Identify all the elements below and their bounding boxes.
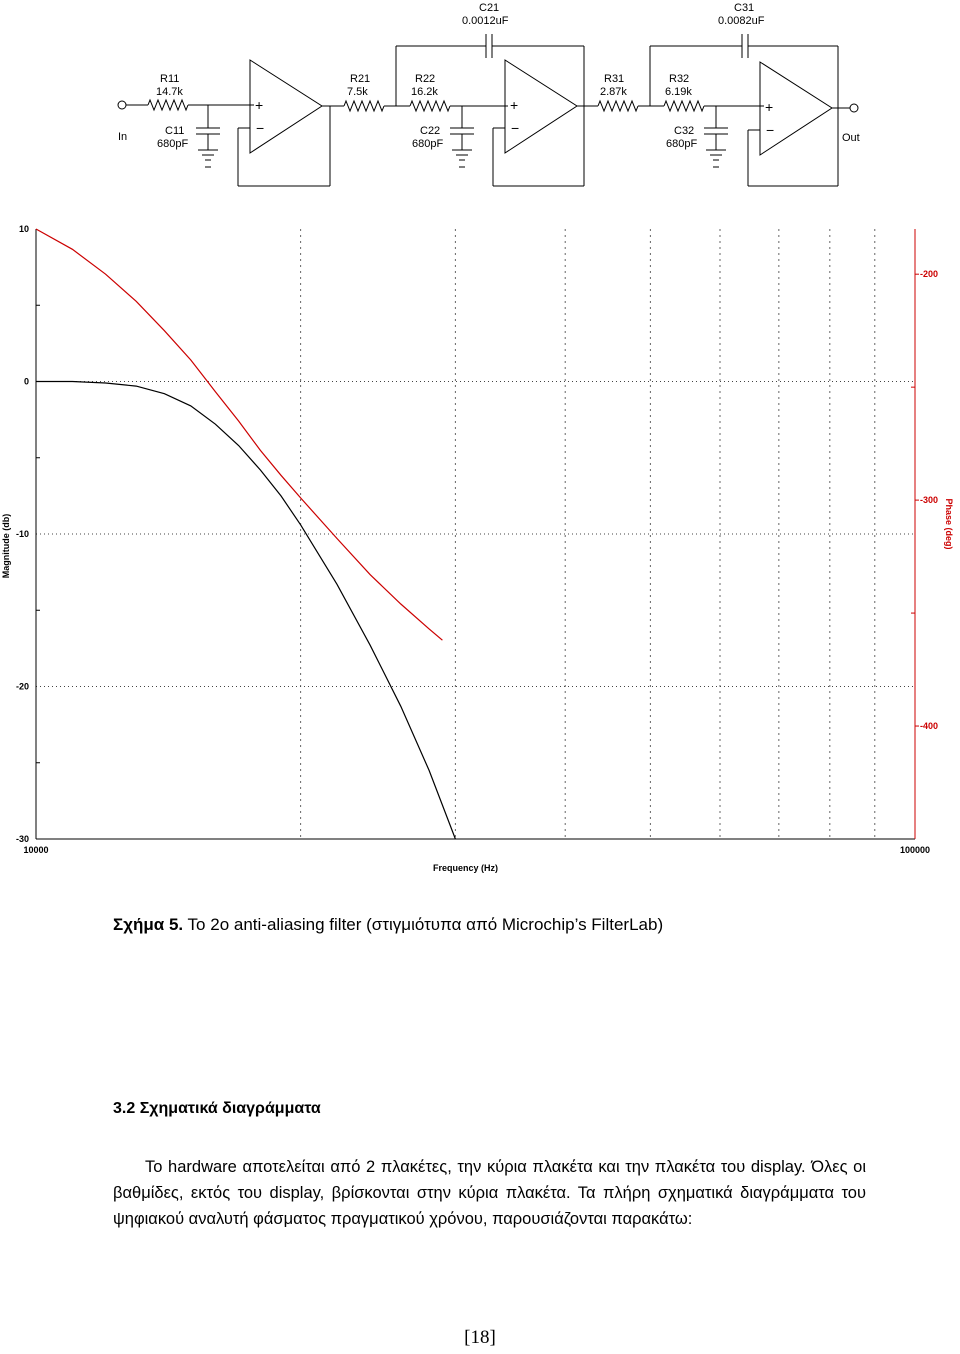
y-tick-label: 0 [24, 377, 29, 387]
r31-name: R31 [604, 73, 624, 85]
y-tick-label: -30 [16, 834, 29, 844]
resistor-r31 [597, 99, 639, 113]
opamp-1 [249, 59, 323, 154]
figure-caption-text: Το 2ο anti-aliasing filter (στιγμιότυπα … [183, 915, 664, 934]
chart-series [35, 228, 456, 840]
y-tick-label: -10 [16, 529, 29, 539]
resistor-r22 [409, 99, 451, 113]
opamp2-minus-sign: − [511, 120, 519, 136]
frequency-response-chart: 10 0 -10 -20 -30 -200 -300 -400 10000 100000 Frequ… [1, 224, 954, 873]
section-heading: 3.2 Σχηματικά διαγράμματα [113, 1100, 321, 1117]
x-axis-title: Frequency (Hz) [433, 863, 498, 873]
r22-name: R22 [415, 73, 435, 85]
opamp1-plus-sign: + [255, 97, 263, 113]
figure-caption-label: Σχήμα 5. [113, 915, 184, 934]
r32-value: 6.19k [665, 86, 692, 98]
r11-value: 14.7k [156, 86, 183, 98]
c21-value: 0.0012uF [462, 15, 509, 27]
y-tick-label: -20 [16, 682, 29, 692]
opamp1-minus-sign: − [256, 120, 264, 136]
y2-tick-label: -300 [920, 495, 938, 505]
c31-value: 0.0082uF [718, 15, 765, 27]
magnitude-curve [36, 380, 456, 840]
r32-name: R32 [669, 73, 689, 85]
section-paragraph-text: Το hardware αποτελείται από 2 πλακέτες, … [113, 1158, 866, 1228]
r31-value: 2.87k [600, 86, 627, 98]
section-paragraph: Το hardware αποτελείται από 2 πλακέτες, … [113, 1154, 866, 1232]
resistor-r11 [147, 98, 189, 112]
r11-name: R11 [160, 73, 179, 85]
output-label: Out [842, 132, 860, 144]
opamp3-plus-sign: + [765, 99, 773, 115]
output-terminal [849, 103, 859, 113]
c22-value: 680pF [412, 138, 443, 150]
y-axis-title: Magnitude (db) [1, 514, 11, 579]
resistor-r32 [663, 99, 705, 113]
c11-value: 680pF [157, 138, 188, 150]
page-number: [18] [464, 1327, 496, 1348]
x-tick-label: 100000 [900, 845, 930, 855]
c32-value: 680pF [666, 138, 697, 150]
y2-tick-label: -400 [920, 721, 938, 731]
opamp3-minus-sign: − [766, 122, 774, 138]
y-tick-label: 10 [19, 224, 29, 234]
figure-caption: Σχήμα 5. Το 2ο anti-aliasing filter (στι… [113, 915, 663, 935]
opamp-3 [759, 61, 833, 156]
opamp-2 [504, 59, 578, 154]
c11-name: C11 [165, 125, 184, 137]
chart-grid [36, 229, 915, 839]
input-label: In [118, 131, 127, 143]
c31-name: C31 [734, 2, 754, 14]
r21-value: 7.5k [347, 86, 368, 98]
r22-value: 16.2k [411, 86, 438, 98]
y2-axis-title: Phase (deg) [944, 498, 954, 549]
y2-tick-label: -200 [920, 269, 938, 279]
resistor-r21 [343, 99, 385, 113]
c21-name: C21 [479, 2, 499, 14]
x-tick-label: 10000 [23, 845, 48, 855]
chart-axes [35, 229, 919, 840]
c32-name: C32 [674, 125, 694, 137]
c22-name: C22 [420, 125, 440, 137]
r21-name: R21 [350, 73, 370, 85]
input-terminal [117, 100, 127, 110]
opamp2-plus-sign: + [510, 97, 518, 113]
phase-curve [35, 228, 443, 641]
chart-labels: 10 0 -10 -20 -30 -200 -300 -400 10000 100000 Frequ… [1, 224, 954, 873]
filter-schematic: + − + − + − In Out R11 14.7k C11 680pF R… [117, 2, 860, 187]
